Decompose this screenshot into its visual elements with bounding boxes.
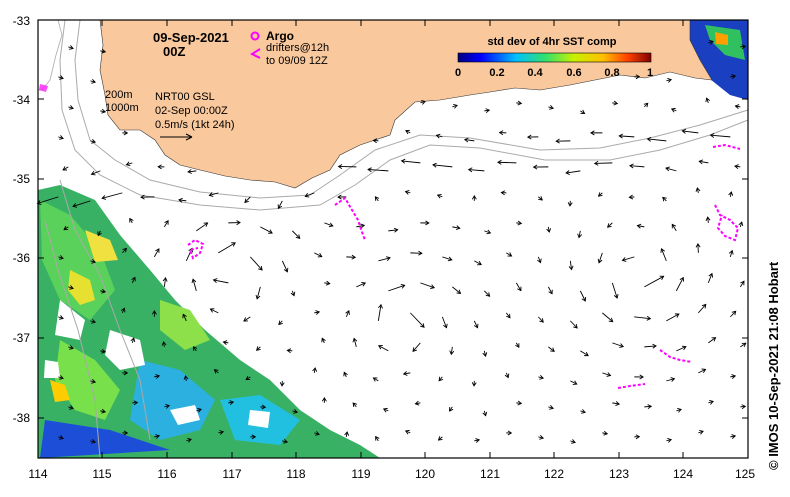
- lon-label: 115: [92, 467, 111, 481]
- credit-text: © IMOS 10-Sep-2021 21:08 Hobart: [766, 262, 781, 470]
- lon-label: 118: [286, 467, 305, 481]
- lon-label: 119: [351, 467, 370, 481]
- isobath-200-label: 200m: [105, 89, 133, 101]
- lon-axis: 114 115 116 117 118 119 120 121 122 123 …: [28, 467, 755, 481]
- current-arrow: [595, 163, 613, 164]
- lon-label: 120: [415, 467, 435, 481]
- current-arrow: [498, 162, 516, 163]
- product-date: 02-Sep 00:00Z: [155, 105, 228, 117]
- legend-argo: Argo: [266, 29, 294, 43]
- lat-label: -37: [13, 331, 31, 345]
- isobath-1000-label: 1000m: [105, 102, 139, 114]
- lon-label: 122: [544, 467, 564, 481]
- lon-label: 124: [673, 467, 693, 481]
- scale-label: 0.5m/s (1kt 24h): [155, 119, 234, 131]
- lat-label: -34: [13, 93, 31, 107]
- colorbar: [458, 53, 651, 62]
- lat-label: -33: [13, 14, 31, 28]
- lon-label: 125: [735, 467, 755, 481]
- map-date: 09-Sep-2021: [153, 30, 229, 45]
- lon-label: 116: [157, 467, 176, 481]
- map-time: 00Z: [163, 44, 185, 59]
- lon-label: 123: [609, 467, 629, 481]
- lon-label: 114: [28, 467, 47, 481]
- legend-drifters-line1: drifters@12h: [266, 42, 329, 54]
- colorbar-title: std dev of 4hr SST comp: [488, 36, 617, 48]
- lat-label: -35: [13, 172, 31, 186]
- lat-axis: -33 -34 -35 -36 -37 -38: [13, 14, 31, 425]
- colorbar-tick: 0.2: [489, 67, 504, 79]
- colorbar-tick: 0.8: [604, 67, 619, 79]
- lon-label: 117: [222, 467, 241, 481]
- colorbar-tick: 0: [455, 67, 461, 79]
- product-name: NRT00 GSL: [155, 91, 215, 103]
- colorbar-tick: 0.4: [527, 67, 543, 79]
- colorbar-tick: 1: [647, 67, 653, 79]
- legend-drifters-line2: to 09/09 12Z: [266, 55, 328, 67]
- lat-label: -36: [13, 251, 31, 265]
- lon-label: 121: [480, 467, 500, 481]
- lat-label: -38: [13, 411, 31, 425]
- colorbar-tick: 0.6: [566, 67, 581, 79]
